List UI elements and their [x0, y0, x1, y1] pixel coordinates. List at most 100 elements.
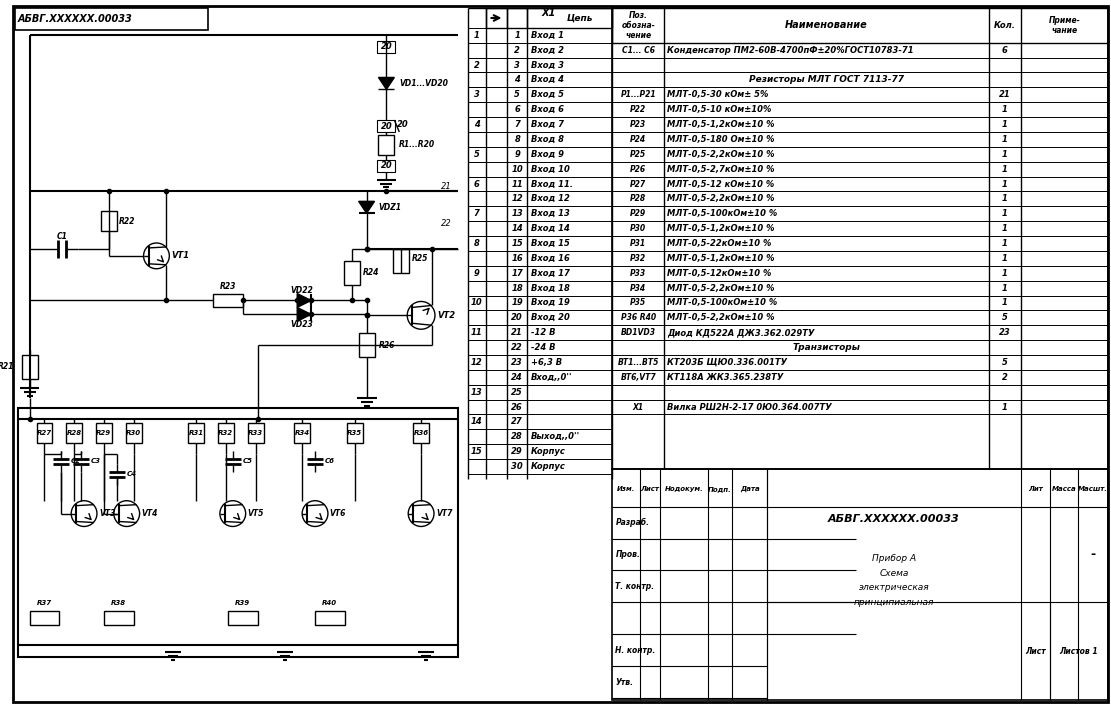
Text: ВT6,VT7: ВT6,VT7: [620, 373, 655, 382]
Text: C6: C6: [324, 458, 334, 464]
Bar: [14, 8, 208, 30]
Text: -24 В: -24 В: [531, 343, 556, 352]
Text: 22: 22: [511, 343, 523, 352]
Text: Приме-
чание: Приме- чание: [1049, 16, 1080, 35]
Text: 1: 1: [1002, 180, 1008, 188]
Text: 6: 6: [1002, 46, 1008, 55]
Text: 26: 26: [511, 403, 523, 411]
Text: Х1: Х1: [632, 403, 643, 411]
Text: электрическая: электрическая: [859, 583, 929, 593]
Text: -12 В: -12 В: [531, 329, 556, 337]
Text: R23: R23: [220, 282, 236, 291]
Text: -: -: [1090, 548, 1095, 561]
Text: 1: 1: [514, 31, 520, 40]
Text: Вход 13: Вход 13: [531, 210, 570, 218]
Bar: [347, 423, 362, 443]
Text: Р35: Р35: [630, 299, 647, 307]
Text: МЛТ-0,5-2,2кОм±10 %: МЛТ-0,5-2,2кОм±10 %: [667, 195, 774, 203]
Text: Р23: Р23: [630, 120, 647, 129]
Text: 14: 14: [511, 224, 523, 233]
Text: 1: 1: [473, 31, 480, 40]
Text: R32: R32: [218, 430, 233, 436]
Bar: [612, 8, 1108, 42]
Bar: [126, 423, 141, 443]
Bar: [218, 423, 233, 443]
Text: Р28: Р28: [630, 195, 647, 203]
Text: VD1...VD20: VD1...VD20: [399, 79, 448, 88]
Text: Вход 14: Вход 14: [531, 224, 570, 233]
Text: МЛТ-0,5-22кОм±10 %: МЛТ-0,5-22кОм±10 %: [667, 239, 771, 248]
Text: 5: 5: [1002, 358, 1008, 367]
Text: Лист: Лист: [1024, 646, 1045, 656]
Text: С1... С6: С1... С6: [622, 46, 654, 55]
Text: Разраб.: Разраб.: [615, 518, 650, 527]
Text: принципиальная: принципиальная: [853, 598, 934, 607]
Text: МЛТ-0,5-10 кОм±10%: МЛТ-0,5-10 кОм±10%: [667, 105, 771, 114]
Text: Наименование: Наименование: [785, 21, 868, 30]
Text: Вход 18: Вход 18: [531, 284, 570, 292]
Text: 20: 20: [381, 122, 392, 130]
Text: Р34: Р34: [630, 284, 647, 292]
Text: R22: R22: [119, 217, 136, 226]
Text: МЛТ-0,5-1,2кОм±10 %: МЛТ-0,5-1,2кОм±10 %: [667, 254, 774, 263]
Text: 3: 3: [473, 91, 480, 99]
Text: R39: R39: [236, 600, 250, 606]
Text: Р27: Р27: [630, 180, 647, 188]
Text: R24: R24: [362, 268, 379, 278]
Text: R1...R20: R1...R20: [399, 140, 436, 149]
Text: VD22: VD22: [291, 286, 313, 295]
Text: ВD1VD3: ВD1VD3: [621, 329, 655, 337]
Text: Вход 19: Вход 19: [531, 299, 570, 307]
Text: Вход 6: Вход 6: [531, 105, 564, 114]
Bar: [18, 408, 458, 657]
Bar: [379, 135, 394, 155]
Text: C4: C4: [127, 471, 137, 477]
Text: Схема: Схема: [879, 569, 909, 578]
Text: Вход 15: Вход 15: [531, 239, 570, 248]
Text: Вход 2: Вход 2: [531, 46, 564, 55]
Text: Корпус: Корпус: [531, 462, 565, 471]
Text: 15: 15: [511, 239, 523, 248]
Text: Дата: Дата: [740, 486, 760, 492]
Text: Р24: Р24: [630, 135, 647, 144]
Text: 11: 11: [471, 329, 482, 337]
Bar: [378, 160, 396, 171]
Text: 1: 1: [1002, 403, 1008, 411]
Bar: [294, 423, 310, 443]
Text: Транзисторы: Транзисторы: [792, 343, 860, 352]
Text: 23: 23: [511, 358, 523, 367]
Text: R40: R40: [322, 600, 338, 606]
Text: МЛТ-0,5-1,2кОм±10 %: МЛТ-0,5-1,2кОм±10 %: [667, 120, 774, 129]
Text: X1: X1: [542, 8, 557, 18]
Bar: [378, 41, 396, 52]
Text: Вход 20: Вход 20: [531, 314, 570, 322]
Text: АБВГ.XXXXXX.00033: АБВГ.XXXXXX.00033: [18, 14, 132, 24]
Text: R36: R36: [413, 430, 429, 436]
Text: Конденсатор ПМ2-60В-4700пФ±20%ГОСТ10783-71: Конденсатор ПМ2-60В-4700пФ±20%ГОСТ10783-…: [667, 46, 913, 55]
Text: VT1: VT1: [171, 251, 190, 261]
Text: VT5: VT5: [248, 509, 264, 518]
Text: 7: 7: [514, 120, 520, 129]
Bar: [393, 249, 409, 273]
Text: 1: 1: [1002, 299, 1008, 307]
Text: Р36 R40: Р36 R40: [621, 314, 655, 322]
Text: 21: 21: [999, 91, 1011, 99]
Bar: [248, 423, 263, 443]
Text: 20: 20: [398, 120, 409, 129]
Text: R38: R38: [111, 600, 127, 606]
Bar: [67, 423, 82, 443]
Text: Н. контр.: Н. контр.: [615, 646, 655, 655]
Text: 1: 1: [1002, 135, 1008, 144]
Text: Пров.: Пров.: [615, 550, 640, 559]
Text: R29: R29: [97, 430, 111, 436]
Text: 16: 16: [511, 254, 523, 263]
Text: Р29: Р29: [630, 210, 647, 218]
Text: 15: 15: [471, 447, 482, 456]
Text: 18: 18: [511, 284, 523, 292]
Text: Р33: Р33: [630, 269, 647, 278]
Text: МЛТ-0,5-2,7кОм±10 %: МЛТ-0,5-2,7кОм±10 %: [667, 165, 774, 173]
Text: 6: 6: [514, 105, 520, 114]
Bar: [30, 611, 59, 624]
Text: Выход,,0'': Выход,,0'': [531, 433, 580, 441]
Text: C5: C5: [242, 458, 252, 464]
